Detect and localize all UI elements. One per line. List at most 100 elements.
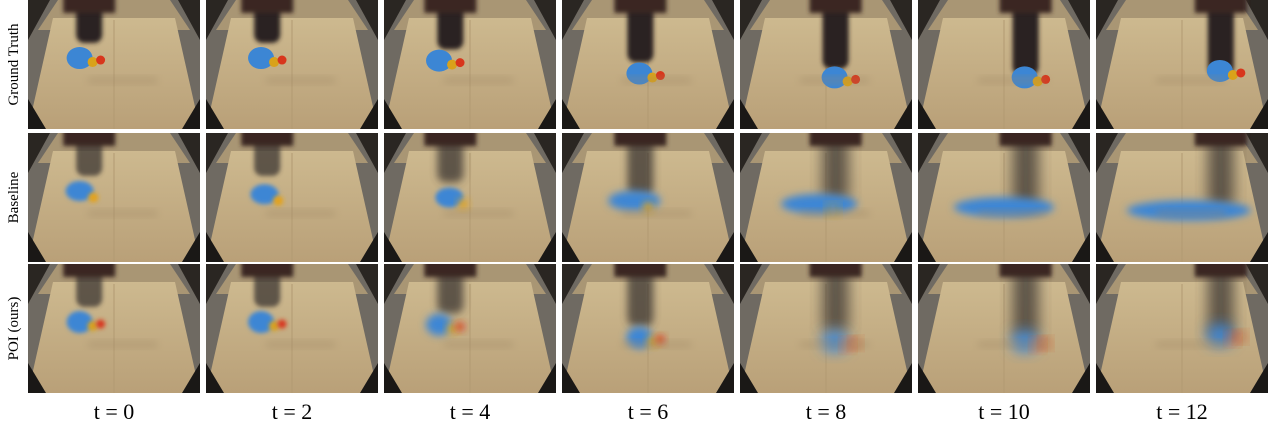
frame <box>562 259 734 393</box>
cube <box>278 56 287 65</box>
robot-base <box>1000 128 1052 146</box>
object <box>1127 200 1251 220</box>
frame <box>1096 128 1268 262</box>
cube <box>269 321 279 331</box>
frame <box>562 0 734 129</box>
cube <box>96 320 105 329</box>
scene <box>28 128 200 262</box>
scene <box>1096 128 1268 262</box>
scene <box>918 259 1090 393</box>
frame <box>206 259 378 393</box>
cube <box>456 58 465 67</box>
shadow <box>444 210 513 216</box>
column-label: t = 8 <box>806 399 847 424</box>
shadow <box>1156 77 1225 83</box>
scene <box>562 259 734 393</box>
shadow <box>88 210 157 216</box>
row-label: Baseline <box>6 171 22 223</box>
shadow <box>622 341 691 347</box>
scene <box>384 0 556 129</box>
frame <box>28 259 200 393</box>
robot-base <box>614 0 666 13</box>
shadow <box>1156 210 1225 216</box>
frame <box>740 0 912 129</box>
shadow <box>800 341 869 347</box>
frame <box>28 128 200 262</box>
scene <box>206 128 378 262</box>
scene <box>918 128 1090 262</box>
robot-base <box>63 0 115 13</box>
column-label: t = 6 <box>628 399 669 424</box>
scene <box>740 0 912 129</box>
column-label: t = 0 <box>94 399 135 424</box>
shadow <box>266 210 335 216</box>
row-label: Ground Truth <box>6 23 22 106</box>
shadow <box>266 77 335 83</box>
robot-base <box>63 128 115 146</box>
cube <box>447 324 457 334</box>
cube <box>456 322 465 331</box>
robot-base <box>810 0 862 13</box>
scene <box>384 259 556 393</box>
frame <box>384 128 556 262</box>
shadow <box>800 210 869 216</box>
scene <box>206 259 378 393</box>
frame <box>918 128 1090 262</box>
cube <box>88 321 98 331</box>
shadow <box>88 341 157 347</box>
cube <box>1236 332 1245 341</box>
robot-base <box>614 128 666 146</box>
frame <box>1096 0 1268 129</box>
cube <box>447 60 457 70</box>
shadow <box>978 77 1047 83</box>
scene <box>1096 259 1268 393</box>
cube <box>273 196 283 206</box>
object <box>67 47 93 69</box>
robot-base <box>424 128 476 146</box>
robot-base <box>1000 0 1052 13</box>
cube <box>458 199 468 209</box>
object <box>248 311 274 333</box>
scene <box>918 0 1090 129</box>
robot-base <box>241 0 293 13</box>
frame <box>918 0 1090 129</box>
scene <box>384 128 556 262</box>
frame <box>206 0 378 129</box>
column-label: t = 2 <box>272 399 313 424</box>
robot-base <box>810 128 862 146</box>
shadow <box>444 341 513 347</box>
figure: Ground Truth Baseline POI (ours) t = 0 t = 2… <box>0 0 1275 427</box>
shadow <box>266 341 335 347</box>
frame <box>740 259 912 393</box>
column-label: t = 10 <box>978 399 1030 424</box>
robot-base <box>1195 128 1247 146</box>
cube <box>1236 68 1245 77</box>
scene <box>740 259 912 393</box>
scene <box>740 128 912 262</box>
cube <box>278 320 287 329</box>
cube <box>1228 70 1238 80</box>
shadow <box>1156 341 1225 347</box>
row-label: POI (ours) <box>6 297 22 361</box>
frame <box>28 0 200 129</box>
scene <box>28 259 200 393</box>
column-label: t = 4 <box>450 399 491 424</box>
object <box>248 47 274 69</box>
cube <box>1228 334 1238 344</box>
scene <box>562 0 734 129</box>
shadow <box>978 341 1047 347</box>
robot-base <box>1195 0 1247 13</box>
object <box>822 330 848 352</box>
object <box>1012 330 1038 352</box>
scene <box>1096 0 1268 129</box>
shadow <box>88 77 157 83</box>
frame <box>740 128 912 262</box>
shadow <box>622 77 691 83</box>
frame <box>384 259 556 393</box>
cube <box>88 193 98 203</box>
shadow <box>800 77 869 83</box>
robot-base <box>241 128 293 146</box>
scene <box>206 0 378 129</box>
shadow <box>622 210 691 216</box>
frame <box>918 259 1090 393</box>
